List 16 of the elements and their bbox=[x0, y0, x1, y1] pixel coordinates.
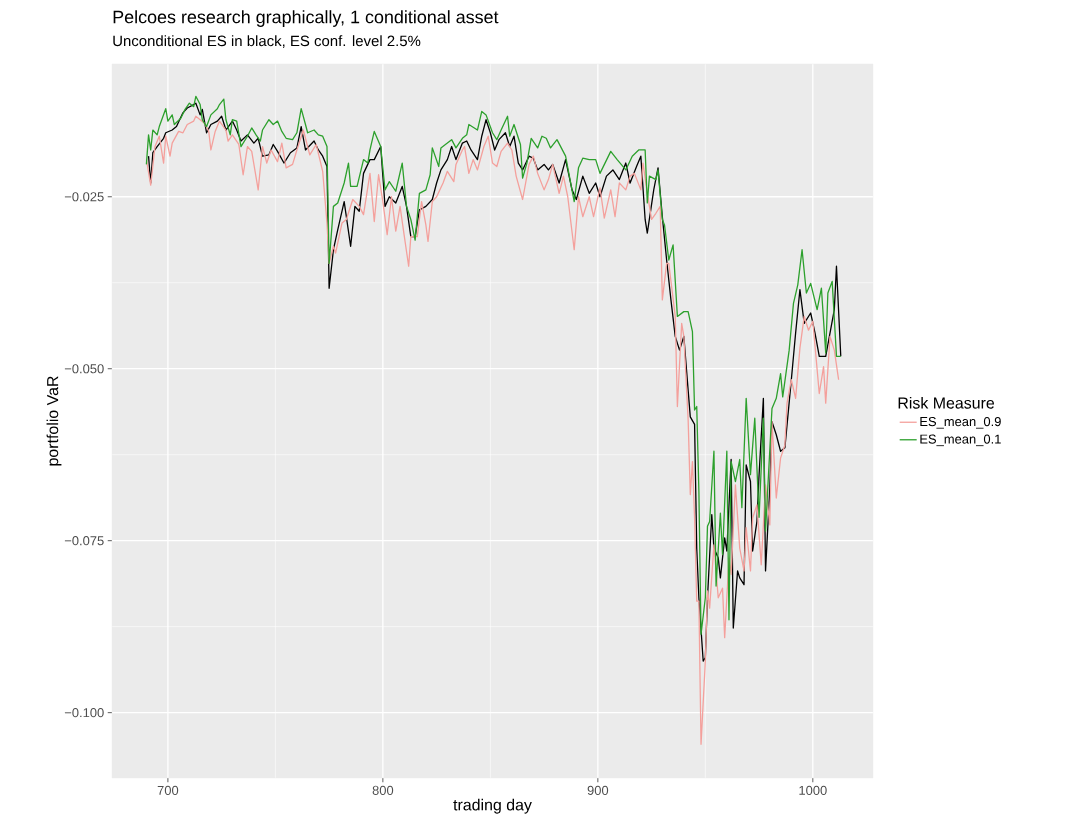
y-tick-label: −0.100 bbox=[64, 708, 104, 718]
legend-label: ES_mean_0.1 bbox=[920, 434, 1001, 447]
x-tick-label: 800 bbox=[372, 785, 394, 795]
line-series bbox=[145, 115, 840, 745]
x-tick-label: 700 bbox=[157, 785, 179, 795]
chart-subtitle: Unconditional ES in black, ES conf. level 2.5% bbox=[113, 35, 421, 48]
legend-title: Risk Measure bbox=[898, 396, 995, 409]
legend-label: ES_mean_0.9 bbox=[920, 416, 1001, 429]
y-tick-label: −0.025 bbox=[64, 192, 104, 202]
x-tick-label: 900 bbox=[587, 785, 609, 795]
y-tick-label: −0.050 bbox=[64, 364, 104, 374]
x-axis-title: trading day bbox=[453, 798, 532, 814]
chart-title: Pelcoes research graphically, 1 conditional asset bbox=[113, 10, 499, 27]
y-tick-label: −0.075 bbox=[64, 536, 104, 546]
x-tick-label: 1000 bbox=[799, 785, 827, 795]
y-axis-title: portfolio VaR bbox=[46, 376, 62, 466]
